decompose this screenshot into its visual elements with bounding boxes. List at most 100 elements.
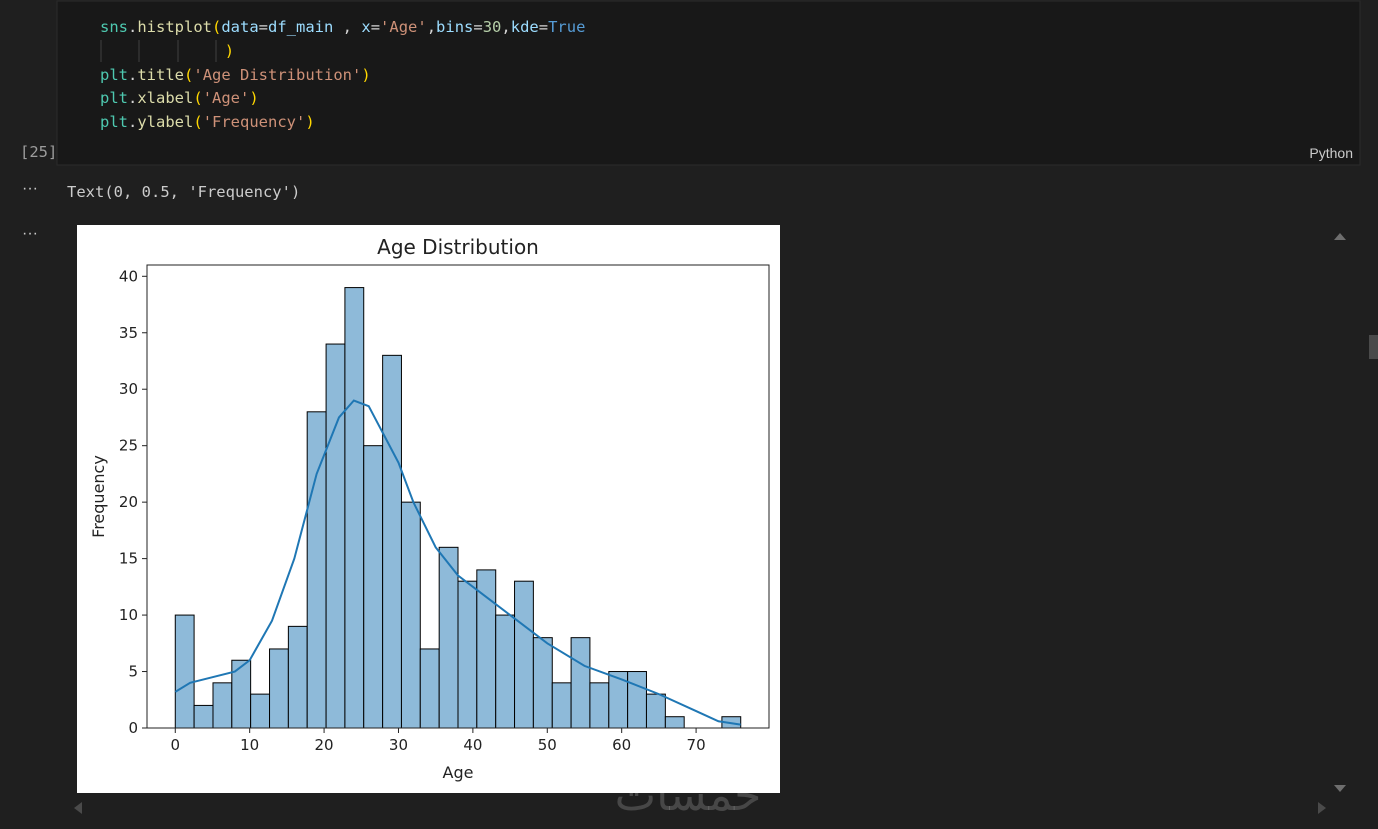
code-token: , [333,18,361,36]
bar [250,693,271,729]
scroll-left[interactable] [74,802,82,814]
chart-title: Age Distribution [377,235,539,259]
y-tick-label: 25 [119,437,138,455]
code-token: kde [511,18,539,36]
code-token: ( [193,89,202,107]
code-token: ylabel [137,113,193,131]
output-menu[interactable]: ··· [22,180,38,197]
bar [363,445,384,729]
bar [400,501,421,729]
bar [174,614,195,729]
x-tick-label: 0 [170,736,180,754]
x-tick-label: 30 [389,736,408,754]
code-line: ) [225,42,234,60]
scroll-right[interactable] [1318,802,1326,814]
y-tick-label: 40 [119,267,138,285]
code-token: title [137,66,184,84]
bar [589,682,610,729]
bar [193,704,214,729]
bar [495,614,516,729]
y-tick-label: 35 [119,324,138,342]
bar [645,693,666,729]
code-token: . [128,89,137,107]
code-token: 30 [483,18,502,36]
y-tick-label: 5 [128,663,138,681]
code-token: data [221,18,258,36]
y-tick-label: 15 [119,550,138,568]
y-tick-label: 20 [119,493,138,511]
code-token: ( [193,113,202,131]
bar [269,648,289,729]
bar [325,343,346,729]
code-token: 'Age' [380,18,427,36]
code-token: , [501,18,510,36]
code-line: plt.ylabel('Frequency') [100,113,315,131]
code-token: ) [305,113,314,131]
bar [212,682,233,729]
y-tick-label: 30 [119,380,138,398]
output-text: Text(0, 0.5, 'Frequency') [67,183,300,201]
x-tick-label: 10 [240,736,259,754]
bar [344,287,365,729]
x-tick-label: 40 [463,736,482,754]
y-tick-label: 0 [128,719,138,737]
x-tick-label: 50 [538,736,557,754]
bar [514,580,534,729]
scroll-up[interactable] [1334,233,1346,240]
code-token: . [128,113,137,131]
code-line: sns.histplot(data=df_main , x='Age',bins… [100,18,585,36]
scrollbar-thumb[interactable] [1369,335,1378,359]
indent-guides [100,40,217,62]
kde-line [174,399,741,726]
code-token: 'Frequency' [203,113,306,131]
code-token: plt [100,89,128,107]
code-token: x [361,18,370,36]
code-token: plt [100,66,128,84]
code-token: histplot [137,18,212,36]
x-tick-label: 60 [612,736,631,754]
code-token: . [128,66,137,84]
code-token: ( [184,66,193,84]
code-token: 'Age Distribution' [193,66,361,84]
code-token: xlabel [137,89,193,107]
code-token: ( [212,18,221,36]
x-tick-label: 70 [687,736,706,754]
code-token: , [427,18,436,36]
histogram-chart: Age Distribution Age Frequency 0 5 10 15 20 25 30… [89,235,770,782]
code-token: 'Age' [203,89,250,107]
code-token: bins [436,18,473,36]
language-label[interactable]: Python [1309,145,1353,161]
axes-frame [146,264,770,729]
code-cell[interactable] [56,0,1361,166]
y-axis-label: Frequency [89,455,108,538]
code-token: . [128,18,137,36]
code-token: plt [100,113,128,131]
code-line: plt.title('Age Distribution') [100,66,371,84]
watermark: خمسات [615,771,762,820]
code-token: True [548,18,585,36]
code-token: = [371,18,380,36]
bar [570,637,591,729]
code-token: sns [100,18,128,36]
x-tick-label: 20 [315,736,334,754]
code-token: ) [249,89,258,107]
output-menu[interactable]: ··· [22,225,38,242]
execution-count: [25] [20,143,57,161]
code-token: ) [225,42,234,60]
code-token: df_main [268,18,333,36]
code-line: plt.xlabel('Age') [100,89,259,107]
scroll-down[interactable] [1334,785,1346,792]
bar [476,569,497,729]
bar [532,637,553,729]
bar [627,671,647,729]
y-tick-label: 10 [119,606,138,624]
code-token: = [259,18,268,36]
bar [419,648,440,729]
code-token: ) [361,66,370,84]
bar [664,716,685,729]
bar [438,546,459,729]
bar [287,625,308,729]
code-token: = [539,18,548,36]
